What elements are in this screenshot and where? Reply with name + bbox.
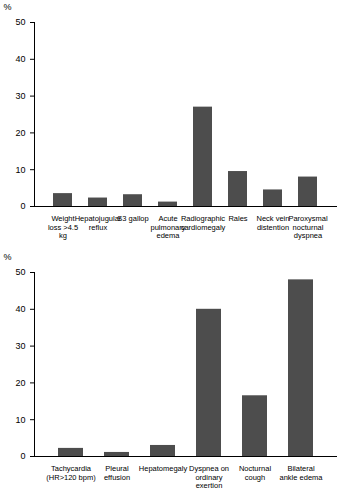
svg-text:Radiographiccardiomegaly: Radiographiccardiomegaly	[181, 214, 226, 231]
html-text:pulmonary: pulmonary	[150, 222, 186, 232]
svg-text:50: 50	[15, 17, 25, 27]
svg-text:40: 40	[15, 304, 25, 314]
svg-text:Paroxysmalnocturnaldyspnea: Paroxysmalnocturnaldyspnea	[288, 214, 328, 240]
svg-text:0: 0	[20, 201, 25, 211]
svg-text:%: %	[4, 2, 12, 12]
svg-text:20: 20	[15, 378, 25, 388]
svg-text:Neck veindistention: Neck veindistention	[257, 214, 290, 231]
svg-text:Weightloss >4.5kg: Weightloss >4.5kg	[48, 214, 78, 240]
svg-text:Nocturnalcough: Nocturnalcough	[239, 464, 271, 481]
svg-text:30: 30	[15, 341, 25, 351]
svg-text:Tachycardia(HR>120 bpm): Tachycardia(HR>120 bpm)	[46, 464, 96, 481]
svg-text:Pleuraleffusion: Pleuraleffusion	[104, 464, 130, 481]
html-text:Acute: Acute	[158, 214, 178, 224]
svg-text:Hepatomegaly: Hepatomegaly	[139, 464, 188, 473]
svg-text:Rales: Rales	[228, 214, 247, 223]
svg-text:10: 10	[15, 415, 25, 425]
svg-text:Bilateralankle edema: Bilateralankle edema	[280, 464, 324, 481]
svg-text:50: 50	[15, 267, 25, 277]
svg-text:0: 0	[20, 451, 25, 461]
html-text:edema: edema	[156, 230, 180, 240]
svg-text:10: 10	[15, 165, 25, 175]
svg-text:S3 gallop: S3 gallop	[117, 214, 148, 223]
svg-text:Hepatojugularreflux: Hepatojugularreflux	[75, 214, 122, 231]
svg-text:30: 30	[15, 91, 25, 101]
svg-text:40: 40	[15, 54, 25, 64]
svg-text:Dyspnea onordinaryexertion: Dyspnea onordinaryexertion	[189, 464, 229, 490]
svg-text:%: %	[4, 252, 12, 262]
svg-text:20: 20	[15, 128, 25, 138]
